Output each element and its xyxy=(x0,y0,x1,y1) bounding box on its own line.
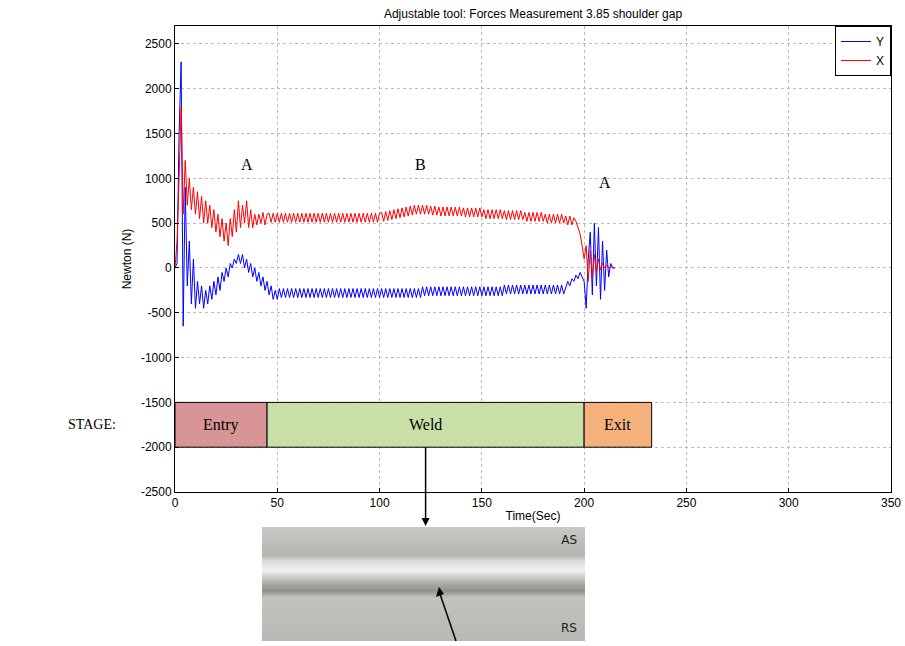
svg-text:-500: -500 xyxy=(148,306,172,320)
svg-text:150: 150 xyxy=(472,496,492,510)
svg-text:200: 200 xyxy=(574,496,594,510)
svg-text:-2500: -2500 xyxy=(141,485,172,499)
svg-text:X: X xyxy=(876,54,884,68)
svg-text:A: A xyxy=(599,174,611,191)
svg-text:2500: 2500 xyxy=(145,37,172,51)
html-text:AS: AS xyxy=(561,533,577,547)
svg-text:B: B xyxy=(415,156,426,173)
svg-text:250: 250 xyxy=(676,496,696,510)
svg-text:1500: 1500 xyxy=(145,127,172,141)
svg-text:-1000: -1000 xyxy=(141,351,172,365)
svg-text:A: A xyxy=(241,156,253,173)
svg-text:2000: 2000 xyxy=(145,82,172,96)
svg-text:-2000: -2000 xyxy=(141,440,172,454)
svg-text:500: 500 xyxy=(152,216,172,230)
svg-text:Time(Sec): Time(Sec) xyxy=(506,509,561,523)
svg-text:100: 100 xyxy=(370,496,390,510)
svg-text:0: 0 xyxy=(172,496,179,510)
svg-text:350: 350 xyxy=(881,496,901,510)
svg-text:STAGE:: STAGE: xyxy=(68,417,116,432)
svg-text:Y: Y xyxy=(876,35,884,49)
svg-text:Newton (N): Newton (N) xyxy=(120,229,134,290)
svg-text:1000: 1000 xyxy=(145,172,172,186)
svg-text:Exit: Exit xyxy=(604,416,631,433)
svg-text:Entry: Entry xyxy=(203,416,239,434)
svg-text:0: 0 xyxy=(165,261,172,275)
svg-text:-1500: -1500 xyxy=(141,396,172,410)
svg-text:300: 300 xyxy=(779,496,799,510)
svg-text:Weld: Weld xyxy=(409,416,442,433)
svg-text:Adjustable tool: Forces Measur: Adjustable tool: Forces Measurement 3.85… xyxy=(384,7,682,21)
svg-text:50: 50 xyxy=(271,496,285,510)
html-text:RS: RS xyxy=(561,621,577,635)
